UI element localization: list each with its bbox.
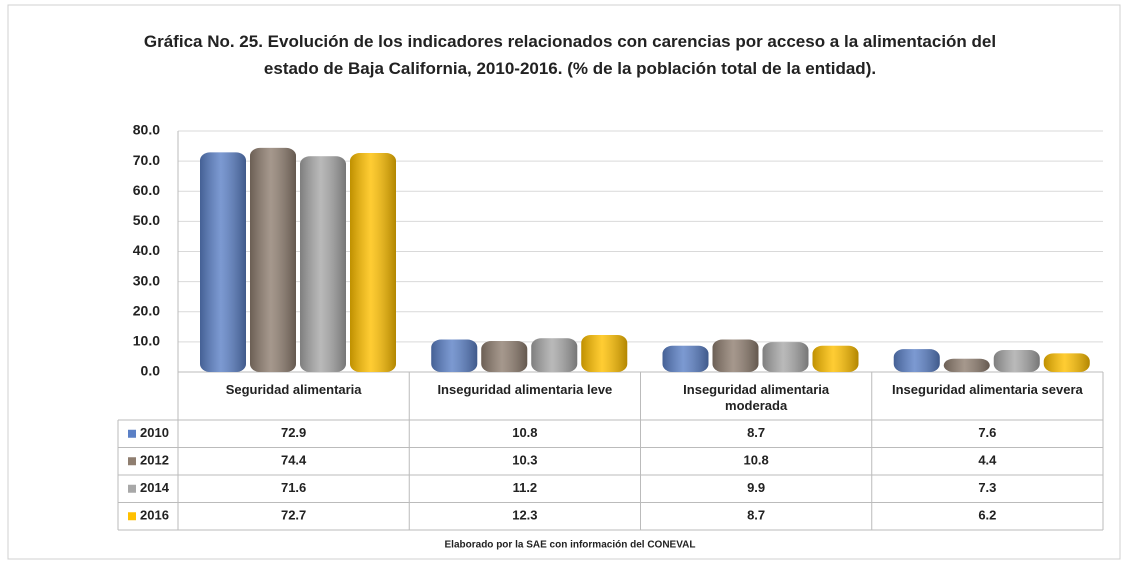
table-value: 71.6: [281, 480, 306, 495]
bar-group: [943, 358, 990, 372]
legend-label: 2016: [140, 508, 169, 523]
bar-group: [350, 152, 396, 372]
bar: [943, 358, 990, 372]
x-tick-label: Inseguridad alimentaria severa: [891, 382, 1083, 397]
legend-key: [128, 457, 136, 466]
y-tick-label: 80.0: [133, 122, 160, 138]
bar-group: [300, 156, 346, 372]
bar: [1043, 353, 1090, 372]
bar-group: [893, 349, 940, 372]
y-tick-label: 60.0: [133, 182, 160, 198]
table-value: 74.4: [281, 453, 307, 468]
legend-label: 2014: [140, 480, 170, 495]
bar-group: [712, 339, 759, 372]
bar: [250, 147, 296, 372]
table-value: 72.9: [281, 425, 306, 440]
bar: [481, 340, 528, 372]
legend-key: [128, 484, 136, 493]
bar-group: [481, 340, 528, 372]
bar-group: [762, 342, 809, 372]
bar: [762, 342, 809, 372]
table-value: 8.7: [747, 508, 765, 523]
category-box: Inseguridad alimentaria leve: [437, 382, 613, 397]
table-value: 7.6: [978, 425, 996, 440]
table-value: 7.3: [978, 480, 996, 495]
source-note: Elaborado por la SAE con información del…: [445, 540, 696, 551]
category-box: Seguridad alimentaria: [225, 382, 362, 397]
y-tick-label: 70.0: [133, 152, 160, 168]
bar: [431, 339, 478, 372]
legend-label: 2012: [140, 453, 169, 468]
x-tick-label: Inseguridad alimentaria leve: [437, 382, 613, 397]
bar: [350, 152, 396, 372]
bar-group: [581, 334, 628, 372]
y-tick-label: 0.0: [141, 363, 161, 379]
table-value: 11.2: [513, 480, 538, 495]
x-tick-label: Seguridad alimentaria: [225, 382, 362, 397]
legend-label: 2010: [140, 425, 169, 440]
legend-key: [128, 512, 136, 521]
table-value: 12.3: [512, 508, 537, 523]
bar-group: [812, 345, 859, 372]
bar-group: [531, 338, 578, 372]
bar-group: [250, 147, 296, 372]
bar: [993, 350, 1040, 372]
y-tick-label: 20.0: [133, 302, 160, 318]
y-tick-label: 40.0: [133, 242, 160, 258]
table-value: 6.2: [978, 508, 996, 523]
table-value: 72.7: [281, 508, 306, 523]
table-value: 10.8: [743, 453, 768, 468]
legend-key: [128, 429, 136, 438]
bar: [812, 345, 859, 372]
bar-group: [662, 345, 709, 372]
frame: [7, 4, 1121, 560]
bar: [712, 339, 759, 372]
bar: [531, 338, 578, 372]
bar: [581, 334, 628, 372]
table-value: 4.4: [978, 453, 997, 468]
table-value: 8.7: [747, 425, 765, 440]
bar-group: [1043, 353, 1090, 372]
bar: [662, 345, 709, 372]
bar: [300, 156, 346, 372]
bar-group: [993, 350, 1040, 372]
y-tick-label: 10.0: [133, 333, 160, 349]
title-box: Gráfica No. 25. Evolución de los indicad…: [143, 32, 997, 78]
bar: [893, 349, 940, 372]
y-tick-label: 30.0: [133, 272, 160, 288]
table-value: 10.3: [512, 453, 537, 468]
bar-group: [431, 339, 478, 372]
bar: [200, 152, 246, 372]
y-tick-label: 50.0: [133, 212, 160, 228]
bar-group: [200, 152, 246, 372]
x-tick-label: Inseguridad alimentaria moderada: [683, 382, 830, 413]
table-value: 9.9: [747, 480, 765, 495]
chart-title: Gráfica No. 25. Evolución de los indicad…: [143, 32, 997, 78]
category-box: Inseguridad alimentaria severa: [891, 382, 1083, 397]
table-value: 10.8: [512, 425, 537, 440]
category-box: Inseguridad alimentaria moderada: [683, 382, 830, 413]
